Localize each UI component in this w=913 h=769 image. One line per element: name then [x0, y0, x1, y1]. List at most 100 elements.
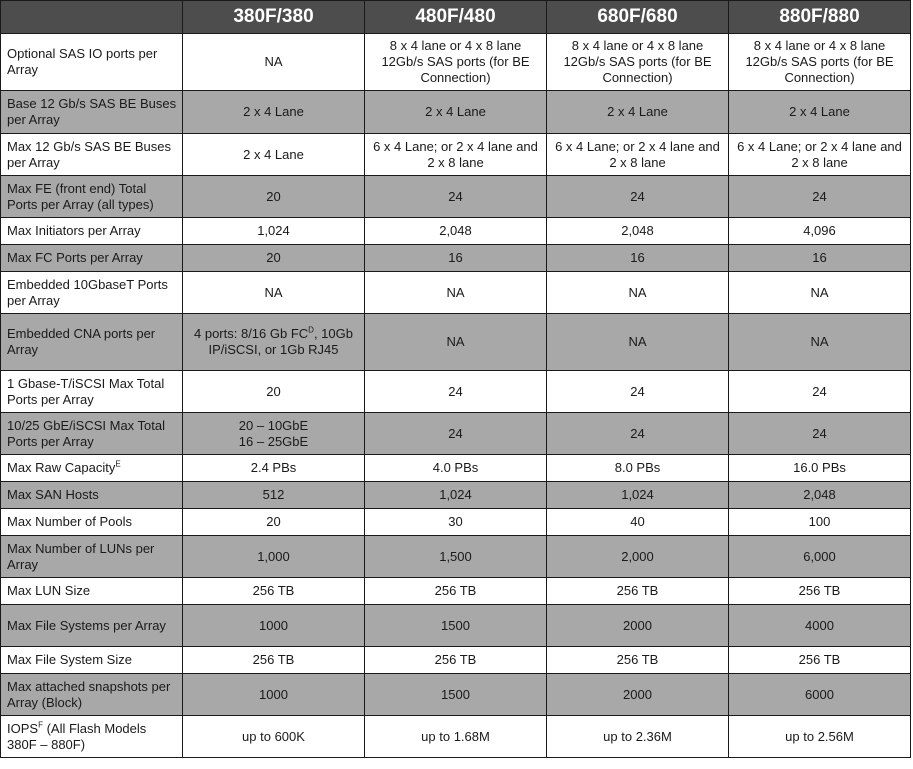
table-cell: 2 x 4 Lane [728, 90, 911, 134]
table-cell: up to 2.56M [728, 715, 911, 758]
table-cell: 24 [364, 370, 547, 413]
table-cell: 30 [364, 508, 547, 536]
table-cell: 256 TB [182, 577, 365, 605]
column-header: 380F/380 [182, 0, 365, 34]
footnote-marker: E [115, 459, 121, 469]
table-cell: 6000 [728, 673, 911, 716]
table-row: 1 Gbase-T/iSCSI Max Total Ports per Arra… [0, 370, 911, 413]
table-cell: NA [364, 313, 547, 371]
table-cell: 2000 [546, 604, 729, 647]
row-label: Max Initiators per Array [0, 217, 183, 245]
table-cell: 2,048 [728, 481, 911, 509]
table-cell: NA [364, 271, 547, 314]
table-row: Max 12 Gb/s SAS BE Buses per Array 2 x 4 … [0, 133, 911, 176]
table-cell: 256 TB [546, 646, 729, 674]
row-label: Max FE (front end) Total Ports per Array… [0, 175, 183, 218]
table-cell: NA [728, 271, 911, 314]
table-cell: 24 [728, 370, 911, 413]
table-cell: 1,000 [182, 535, 365, 578]
table-row: Embedded 10GbaseT Ports per Array NA NA NA N… [0, 271, 911, 314]
table-row: Max File Systems per Array 1000 1500 2000 40… [0, 604, 911, 647]
table-cell: 16 [546, 244, 729, 272]
row-label: Max Number of Pools [0, 508, 183, 536]
table-row: IOPSF (All Flash Models 380F – 880F) up t… [0, 715, 911, 758]
table-row: Max Initiators per Array 1,024 2,048 2,048 4… [0, 217, 911, 245]
row-label: Max Raw CapacityE [0, 454, 183, 482]
table-cell: 4.0 PBs [364, 454, 547, 482]
table-cell: 100 [728, 508, 911, 536]
header-corner-cell [0, 0, 183, 34]
footnote-marker: D [308, 325, 314, 335]
table-cell: 256 TB [546, 577, 729, 605]
table-cell: 2.4 PBs [182, 454, 365, 482]
table-row: Max Number of Pools 20 30 40 100 [0, 508, 911, 536]
table-cell: 4000 [728, 604, 911, 647]
row-label: Max File System Size [0, 646, 183, 674]
table-cell: 1500 [364, 673, 547, 716]
table-row: Max SAN Hosts 512 1,024 1,024 2,048 [0, 481, 911, 509]
table-cell: 24 [546, 412, 729, 455]
column-header: 880F/880 [728, 0, 911, 34]
table-cell: 256 TB [364, 646, 547, 674]
table-row: Max LUN Size 256 TB 256 TB 256 TB 256 TB [0, 577, 911, 605]
table-cell: 24 [364, 175, 547, 218]
table-cell: 24 [546, 175, 729, 218]
table-body: Optional SAS IO ports per Array NA 8 x 4 l… [0, 33, 911, 758]
table-cell: 8 x 4 lane or 4 x 8 lane 12Gb/s SAS port… [364, 33, 547, 91]
table-cell: 256 TB [728, 577, 911, 605]
header-row: 380F/380 480F/480 680F/680 880F/880 [0, 0, 911, 34]
table-cell: 20 – 10GbE 16 – 25GbE [182, 412, 365, 455]
table-row: Max attached snapshots per Array (Block)… [0, 673, 911, 716]
footnote-marker: F [38, 720, 43, 730]
table-cell: 2 x 4 Lane [182, 90, 365, 134]
table-cell: 24 [728, 175, 911, 218]
table-cell: 20 [182, 370, 365, 413]
row-label: 10/25 GbE/iSCSI Max Total Ports per Arra… [0, 412, 183, 455]
table-cell: up to 600K [182, 715, 365, 758]
table-cell: 1,024 [182, 217, 365, 245]
row-label: Max 12 Gb/s SAS BE Buses per Array [0, 133, 183, 176]
row-label: Max LUN Size [0, 577, 183, 605]
table-cell: 1,500 [364, 535, 547, 578]
table-cell: 2 x 4 Lane [546, 90, 729, 134]
row-label: IOPSF (All Flash Models 380F – 880F) [0, 715, 183, 758]
table-cell: 8 x 4 lane or 4 x 8 lane 12Gb/s SAS port… [728, 33, 911, 91]
table-cell: 2 x 4 Lane [364, 90, 547, 134]
table-cell: 1000 [182, 673, 365, 716]
table-cell: 20 [182, 175, 365, 218]
table-cell: NA [182, 271, 365, 314]
row-label: Embedded 10GbaseT Ports per Array [0, 271, 183, 314]
table-cell: up to 2.36M [546, 715, 729, 758]
table-cell: 2,048 [364, 217, 547, 245]
table-cell: 2 x 4 Lane [182, 133, 365, 176]
table-cell: 20 [182, 244, 365, 272]
row-label: Max File Systems per Array [0, 604, 183, 647]
table-cell: 2,000 [546, 535, 729, 578]
table-cell: 16.0 PBs [728, 454, 911, 482]
table-cell: 20 [182, 508, 365, 536]
table-cell: NA [546, 271, 729, 314]
table-cell: NA [546, 313, 729, 371]
table-cell: 8 x 4 lane or 4 x 8 lane 12Gb/s SAS port… [546, 33, 729, 91]
row-label: Max Number of LUNs per Array [0, 535, 183, 578]
table-row: Optional SAS IO ports per Array NA 8 x 4 l… [0, 33, 911, 91]
table-cell: 1000 [182, 604, 365, 647]
table-row: Max FE (front end) Total Ports per Array… [0, 175, 911, 218]
row-label: Optional SAS IO ports per Array [0, 33, 183, 91]
table-row: 10/25 GbE/iSCSI Max Total Ports per Arra… [0, 412, 911, 455]
table-cell: 2000 [546, 673, 729, 716]
table-cell: NA [182, 33, 365, 91]
table-cell: 256 TB [182, 646, 365, 674]
column-header: 680F/680 [546, 0, 729, 34]
table-cell: 4,096 [728, 217, 911, 245]
table-cell: 1500 [364, 604, 547, 647]
table-cell: 6 x 4 Lane; or 2 x 4 lane and 2 x 8 lane [364, 133, 547, 176]
table-cell: NA [728, 313, 911, 371]
table-cell: 8.0 PBs [546, 454, 729, 482]
row-label: Base 12 Gb/s SAS BE Buses per Array [0, 90, 183, 134]
column-header: 480F/480 [364, 0, 547, 34]
row-label: Embedded CNA ports per Array [0, 313, 183, 371]
table-cell: 2,048 [546, 217, 729, 245]
table-cell: 4 ports: 8/16 Gb FCD, 10Gb IP/iSCSI, or … [182, 313, 365, 371]
